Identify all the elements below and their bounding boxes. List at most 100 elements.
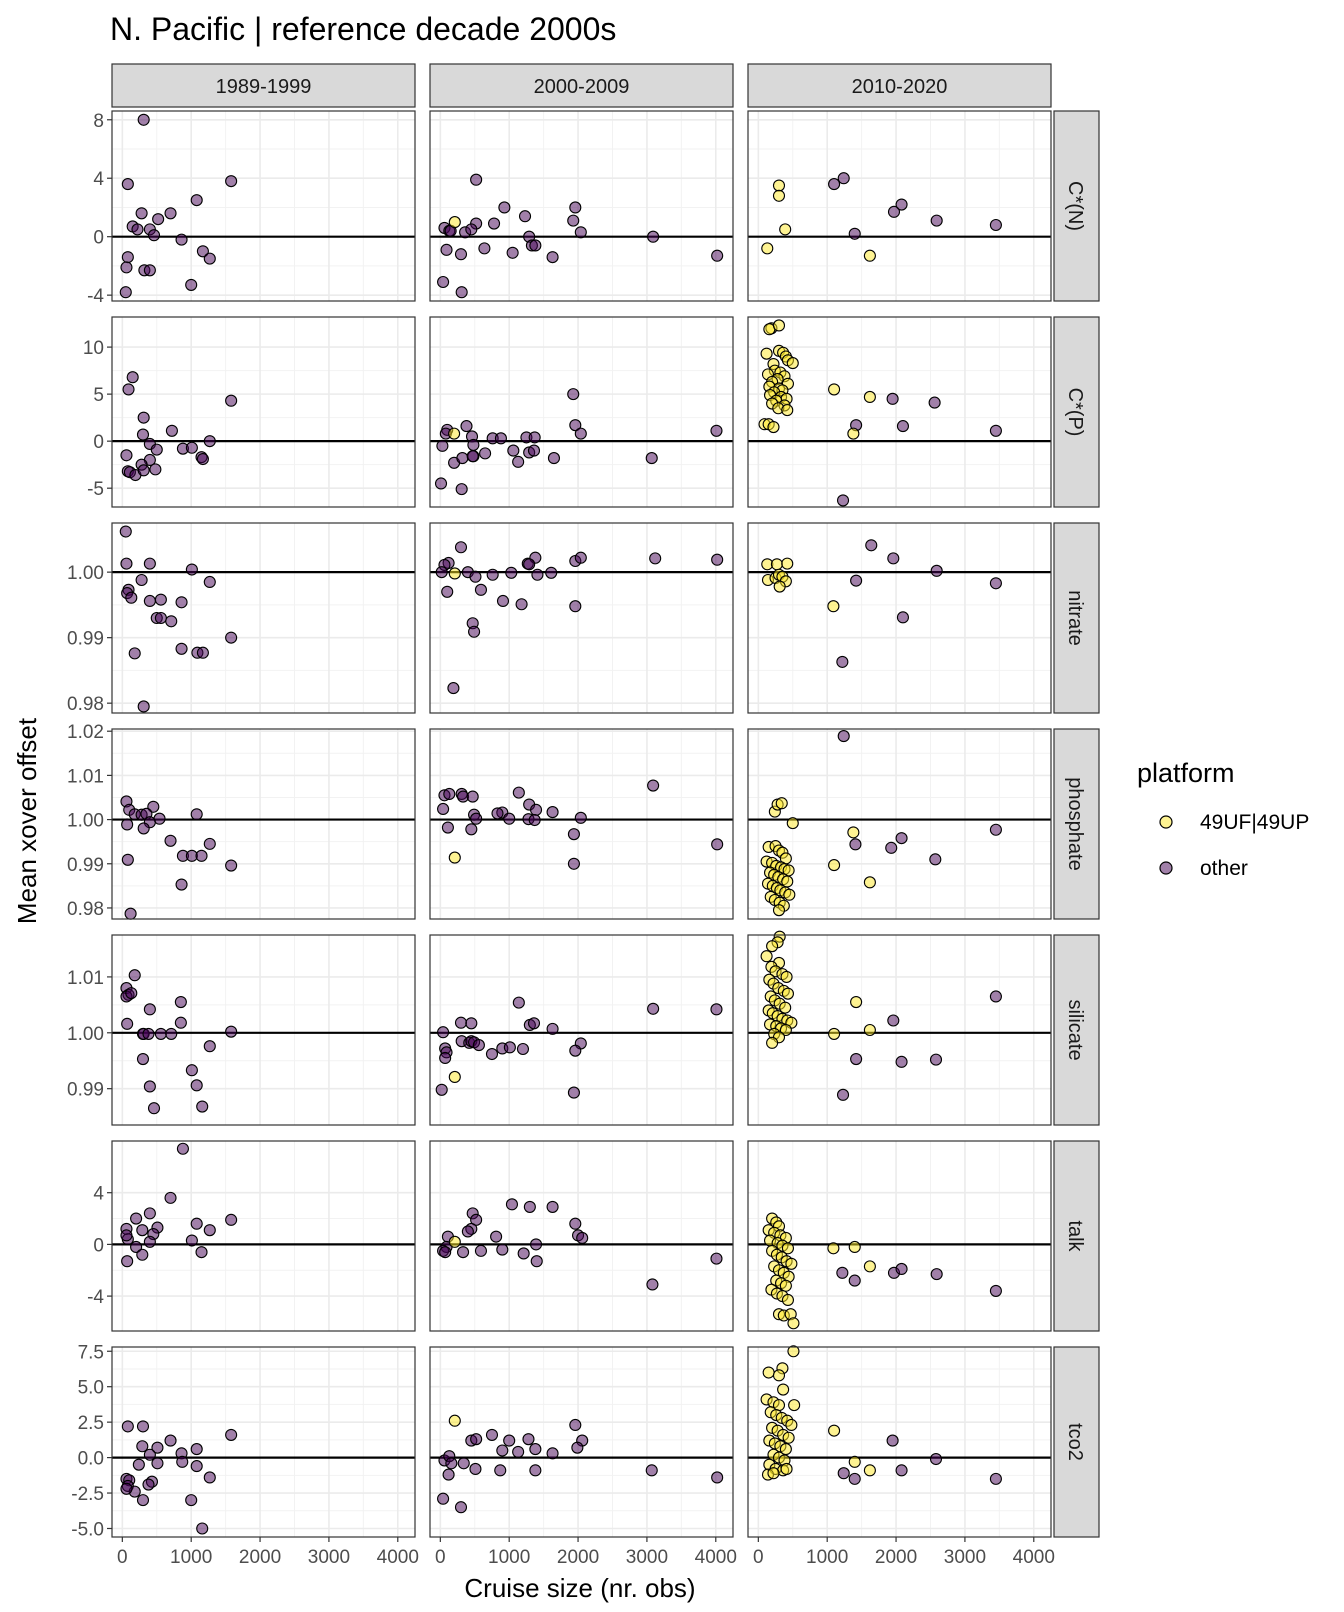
point-other xyxy=(465,1017,478,1030)
point-other xyxy=(142,1027,155,1040)
y-tick-label: -5.0 xyxy=(71,1519,104,1540)
point-49uf-49up xyxy=(448,567,461,580)
row-strip-label: C*(N) xyxy=(1064,181,1086,231)
point-other xyxy=(143,1448,156,1461)
point-other xyxy=(836,1266,849,1279)
panel-background xyxy=(112,1347,415,1537)
row-strip-box xyxy=(1053,934,1100,1126)
point-49uf-49up xyxy=(828,383,841,396)
point-other xyxy=(190,808,203,821)
point-other xyxy=(496,1444,509,1457)
row-strip-box xyxy=(1053,110,1100,302)
point-other xyxy=(711,1471,724,1484)
point-49uf-49up xyxy=(848,1455,861,1468)
point-49uf-49up xyxy=(781,1293,794,1307)
point-other xyxy=(467,438,480,451)
y-tick-label: -4 xyxy=(87,286,104,307)
panel-border xyxy=(747,110,1052,302)
point-other xyxy=(120,1482,133,1495)
point-other xyxy=(929,1452,943,1466)
point-49uf-49up xyxy=(779,1023,792,1037)
point-49uf-49up xyxy=(782,1431,795,1444)
panel-background xyxy=(430,729,733,919)
point-other xyxy=(506,246,519,259)
point-other xyxy=(574,811,587,824)
point-other xyxy=(434,477,448,490)
point-other xyxy=(522,1433,535,1446)
x-tick-label: 4000 xyxy=(695,1547,737,1568)
x-tick-label: 2000 xyxy=(239,1547,281,1568)
point-other xyxy=(529,803,543,816)
point-49uf-49up xyxy=(863,1023,876,1037)
point-other xyxy=(485,1047,499,1061)
y-tick-label: 0.0 xyxy=(78,1449,104,1470)
legend-title: platform xyxy=(1137,758,1235,788)
panel-1-0 xyxy=(111,316,416,508)
point-other xyxy=(848,1472,861,1485)
point-other xyxy=(437,802,450,816)
point-other xyxy=(571,1441,584,1454)
panel-border xyxy=(429,934,734,1126)
point-49uf-49up xyxy=(781,557,794,570)
point-49uf-49up xyxy=(787,1345,800,1358)
point-other xyxy=(196,452,209,466)
point-other xyxy=(512,455,525,468)
panel-background xyxy=(748,317,1051,507)
x-tick-label: 0 xyxy=(117,1547,128,1568)
point-other xyxy=(120,449,133,462)
point-other xyxy=(175,878,188,891)
y-tick-label: 7.5 xyxy=(78,1342,104,1363)
point-other xyxy=(546,1200,559,1213)
point-other xyxy=(989,218,1002,232)
panel-4-1 xyxy=(429,934,734,1126)
point-other xyxy=(569,1418,582,1432)
panel-border xyxy=(747,934,1052,1126)
point-other xyxy=(469,1462,482,1475)
point-49uf-49up xyxy=(770,558,783,571)
y-tick-label: 1.01 xyxy=(67,968,104,989)
point-other xyxy=(185,441,198,454)
point-other xyxy=(128,969,141,982)
point-other xyxy=(523,1200,536,1213)
point-49uf-49up xyxy=(780,970,793,983)
y-tick-label: 10 xyxy=(83,338,104,359)
point-49uf-49up xyxy=(828,1027,841,1040)
point-other xyxy=(490,1230,503,1243)
point-other xyxy=(435,1083,448,1096)
point-other xyxy=(203,1224,216,1237)
legend-key-other xyxy=(1159,861,1173,875)
point-other xyxy=(457,1457,470,1470)
row-strip-box xyxy=(1053,728,1100,920)
point-49uf-49up xyxy=(448,1235,461,1248)
point-other xyxy=(185,1494,198,1507)
column-strip-label: 1989-1999 xyxy=(216,76,312,98)
point-other xyxy=(131,223,144,236)
panel-border xyxy=(111,1140,416,1332)
point-other xyxy=(886,1434,899,1447)
point-other xyxy=(895,198,908,211)
point-other xyxy=(175,596,188,609)
point-other xyxy=(836,494,850,507)
point-other xyxy=(512,1445,525,1458)
point-other xyxy=(567,857,580,870)
y-tick-label: -2.5 xyxy=(71,1484,104,1505)
panel-1-1 xyxy=(429,316,734,508)
point-other xyxy=(469,570,482,583)
point-other xyxy=(574,226,587,239)
point-other xyxy=(126,371,139,384)
x-tick-label: 4000 xyxy=(1013,1547,1055,1568)
panel-border xyxy=(111,934,416,1126)
point-other xyxy=(137,700,150,713)
panel-border xyxy=(429,1346,734,1538)
point-other xyxy=(836,655,849,668)
point-other xyxy=(528,813,541,827)
point-other xyxy=(711,838,724,851)
point-49uf-49up xyxy=(863,249,876,262)
point-other xyxy=(569,419,582,432)
panel-6-2 xyxy=(747,1345,1052,1538)
point-other xyxy=(494,1464,507,1477)
point-other xyxy=(474,1244,488,1257)
point-other xyxy=(195,849,208,862)
point-49uf-49up xyxy=(863,876,876,889)
